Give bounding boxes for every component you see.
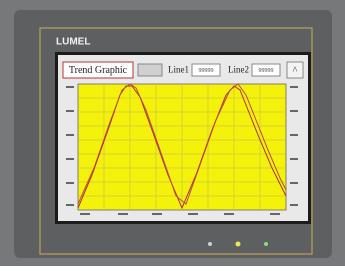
line2-value: 99999 [259,68,274,74]
line2-label: Line2 [228,65,249,75]
mode-box [138,64,162,76]
screen-title: Trend Graphic [69,65,128,76]
device-photo: LUMEL Trend Graphic Line1 99999 Line2 99… [0,0,345,266]
line1-label: Line1 [168,65,189,75]
brand-logo: LUMEL [56,37,90,48]
line1-value: 99999 [199,68,214,74]
scroll-button-label: ^ [293,65,298,76]
